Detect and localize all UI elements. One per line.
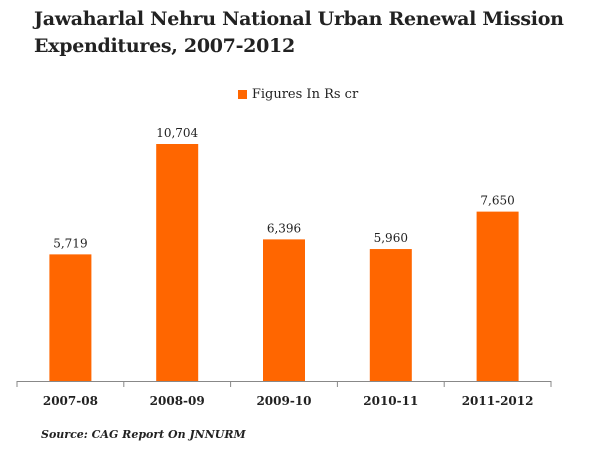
x-tick-label-2011-2012: 2011-2012 <box>462 394 534 408</box>
source-note: Source: CAG Report On JNNURM <box>41 428 246 441</box>
bar-2010-11 <box>369 249 412 381</box>
bar-2009-10 <box>263 239 305 381</box>
x-tick-label-2009-10: 2009-10 <box>256 394 311 408</box>
data-label-2010-11: 5,960 <box>374 231 408 245</box>
chart-title-line-1: Jawaharlal Nehru National Urban Renewal … <box>34 8 564 30</box>
legend-label: Figures In Rs cr <box>251 86 359 102</box>
data-label-2011-2012: 7,650 <box>480 194 514 208</box>
bar-2008-09 <box>156 144 199 381</box>
bar-2011-2012 <box>476 211 519 381</box>
x-tick-label-2007-08: 2007-08 <box>43 394 98 408</box>
data-label-2009-10: 6,396 <box>267 221 301 235</box>
x-axis: 2007-08 2008-09 2009-10 2010-11 2011-2012 <box>16 381 552 408</box>
data-label-2008-09: 10,704 <box>156 126 198 140</box>
chart-title-line-2: Expenditures, 2007-2012 <box>34 35 295 57</box>
bar-2007-08 <box>49 254 92 381</box>
data-label-2007-08: 5,719 <box>53 236 87 250</box>
x-tick-label-2008-09: 2008-09 <box>150 394 205 408</box>
legend-swatch <box>237 89 247 99</box>
x-tick-label-2010-11: 2010-11 <box>363 394 418 408</box>
legend: Figures In Rs cr <box>0 84 596 104</box>
chart-title: Jawaharlal Nehru National Urban Renewal … <box>34 6 594 60</box>
bars-group: 5,719 10,704 6,396 5,960 7,650 <box>49 126 519 381</box>
